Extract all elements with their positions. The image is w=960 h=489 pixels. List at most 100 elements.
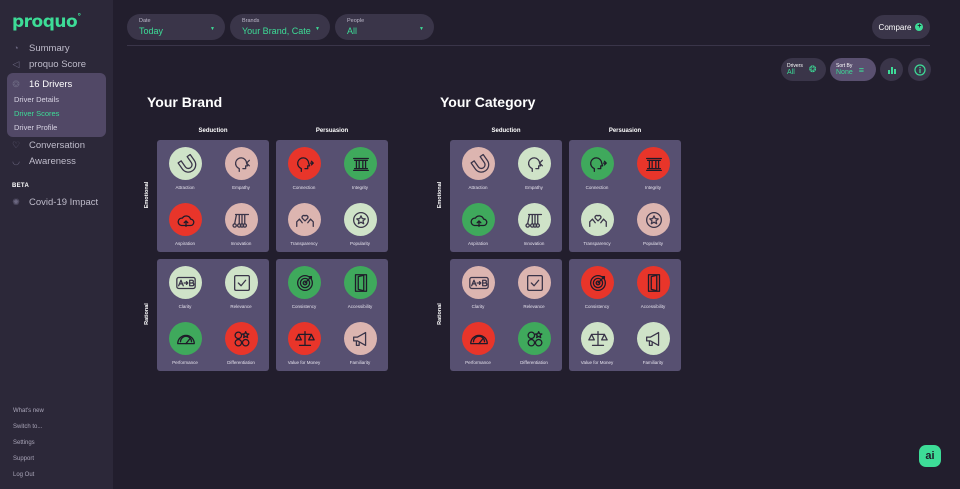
driver-badge — [581, 147, 614, 180]
driver-label: Consistency — [291, 304, 317, 309]
row-label: Rational — [437, 303, 443, 325]
footer-support[interactable]: Support — [13, 456, 35, 462]
driver-connection[interactable]: Connection — [569, 140, 625, 196]
logo-text: proquo — [12, 12, 78, 32]
empathy-head-icon — [527, 156, 543, 172]
brands-filter[interactable]: Brands Your Brand, Cate ▼ — [230, 14, 330, 40]
driver-value-for-money[interactable]: Value for Money — [276, 315, 332, 371]
sidebar-item-covid-19-impact[interactable]: ✺ Covid-19 Impact — [10, 195, 98, 209]
driver-label: Value for Money — [580, 360, 614, 365]
info-button[interactable] — [908, 58, 931, 81]
driver-performance[interactable]: Performance — [157, 315, 213, 371]
driver-badge — [344, 266, 377, 299]
driver-label: Attraction — [468, 185, 488, 190]
driver-badge — [169, 322, 202, 355]
driver-aspiration[interactable]: Aspiration — [157, 196, 213, 252]
driver-consistency[interactable]: Consistency — [276, 259, 332, 315]
footer-switch-to[interactable]: Switch to... — [13, 424, 43, 430]
door-icon — [647, 273, 660, 292]
driver-quadrant: Attraction Empathy Aspiration Innovation — [157, 140, 269, 252]
driver-badge — [637, 147, 670, 180]
driver-empathy[interactable]: Empathy — [213, 140, 269, 196]
driver-accessibility[interactable]: Accessibility — [625, 259, 681, 315]
driver-aspiration[interactable]: Aspiration — [450, 196, 506, 252]
sidebar-item-summary[interactable]: ◔ Summary — [10, 41, 69, 55]
awareness-icon: ◡ — [12, 155, 20, 166]
date-filter[interactable]: Date Today ▼ — [127, 14, 225, 40]
driver-badge — [225, 322, 258, 355]
driver-transparency[interactable]: Transparency — [569, 196, 625, 252]
empathy-head-icon — [234, 156, 250, 172]
sidebar-item-awareness[interactable]: ◡ Awareness — [10, 154, 76, 168]
driver-accessibility[interactable]: Accessibility — [332, 259, 388, 315]
people-filter[interactable]: People All ▼ — [335, 14, 434, 40]
driver-badge — [462, 266, 495, 299]
logo[interactable]: proquo° — [12, 12, 81, 32]
driver-clarity[interactable]: Clarity — [450, 259, 506, 315]
driver-popularity[interactable]: Popularity — [332, 196, 388, 252]
driver-label: Familiarity — [642, 360, 664, 365]
driver-label: Empathy — [525, 185, 543, 190]
driver-attraction[interactable]: Attraction — [450, 140, 506, 196]
driver-differentiation[interactable]: Differentiation — [506, 315, 562, 371]
driver-attraction[interactable]: Attraction — [157, 140, 213, 196]
driver-innovation[interactable]: Innovation — [213, 196, 269, 252]
sidebar-item-16-drivers[interactable]: ❂ 16 Drivers — [10, 77, 72, 91]
scales-icon — [587, 330, 608, 346]
driver-label: Performance — [465, 360, 491, 365]
people-filter-label: People — [347, 18, 365, 24]
ai-assistant-button[interactable]: ai — [919, 445, 941, 467]
driver-relevance[interactable]: Relevance — [506, 259, 562, 315]
driver-label: Aspiration — [174, 241, 195, 246]
footer-settings[interactable]: Settings — [13, 440, 35, 446]
row-label: Emotional — [437, 181, 443, 209]
driver-connection[interactable]: Connection — [276, 140, 332, 196]
driver-badge — [518, 147, 551, 180]
driver-label: Integrity — [644, 185, 661, 190]
plus-icon: + — [915, 23, 924, 31]
driver-differentiation[interactable]: Differentiation — [213, 315, 269, 371]
column-label: Seduction — [198, 128, 228, 134]
driver-label: Transparency — [290, 241, 318, 246]
sidebar-item-conversation[interactable]: ♡ Conversation — [10, 138, 85, 152]
sidebar-sub-driver-profile[interactable]: Driver Profile — [14, 123, 58, 132]
megaphone-icon — [352, 331, 366, 346]
bar-chart-view-button[interactable] — [880, 58, 903, 81]
driver-innovation[interactable]: Innovation — [506, 196, 562, 252]
a-to-b-icon — [468, 276, 489, 289]
drivers-filter-button[interactable]: Drivers All ❂ — [781, 58, 826, 81]
a-to-b-icon — [175, 276, 196, 289]
driver-transparency[interactable]: Transparency — [276, 196, 332, 252]
info-icon — [913, 63, 926, 76]
driver-familiarity[interactable]: Familiarity — [332, 315, 388, 371]
driver-badge — [344, 322, 377, 355]
driver-label: Performance — [172, 360, 198, 365]
driver-consistency[interactable]: Consistency — [569, 259, 625, 315]
driver-value-for-money[interactable]: Value for Money — [569, 315, 625, 371]
sidebar-sub-driver-scores[interactable]: Driver Scores — [14, 109, 60, 118]
driver-integrity[interactable]: Integrity — [332, 140, 388, 196]
driver-badge — [581, 266, 614, 299]
driver-empathy[interactable]: Empathy — [506, 140, 562, 196]
brands-filter-label: Brands — [242, 18, 260, 24]
driver-performance[interactable]: Performance — [450, 315, 506, 371]
driver-label: Familiarity — [349, 360, 371, 365]
sidebar-item-proquo-score[interactable]: ◁ proquo Score — [10, 57, 87, 71]
footer-whats-new[interactable]: What's new — [13, 408, 44, 414]
sort-by-button[interactable]: Sort By None ≡ — [830, 58, 876, 81]
driver-relevance[interactable]: Relevance — [213, 259, 269, 315]
driver-integrity[interactable]: Integrity — [625, 140, 681, 196]
sidebar-item-label: 16 Drivers — [29, 78, 73, 90]
sidebar: proquo° ◔ Summary ◁ proquo Score ❂ 16 Drive… — [0, 0, 113, 489]
chevron-down-icon: ▼ — [315, 26, 320, 32]
driver-familiarity[interactable]: Familiarity — [625, 315, 681, 371]
driver-clarity[interactable]: Clarity — [157, 259, 213, 315]
driver-popularity[interactable]: Popularity — [625, 196, 681, 252]
hands-heart-icon — [588, 214, 607, 227]
driver-badge — [288, 266, 321, 299]
driver-badge — [225, 203, 258, 236]
compare-button[interactable]: Compare + — [872, 15, 930, 39]
shapes-icon — [233, 330, 250, 347]
footer-log-out[interactable]: Log Out — [13, 472, 35, 478]
sidebar-sub-driver-details[interactable]: Driver Details — [14, 95, 60, 104]
